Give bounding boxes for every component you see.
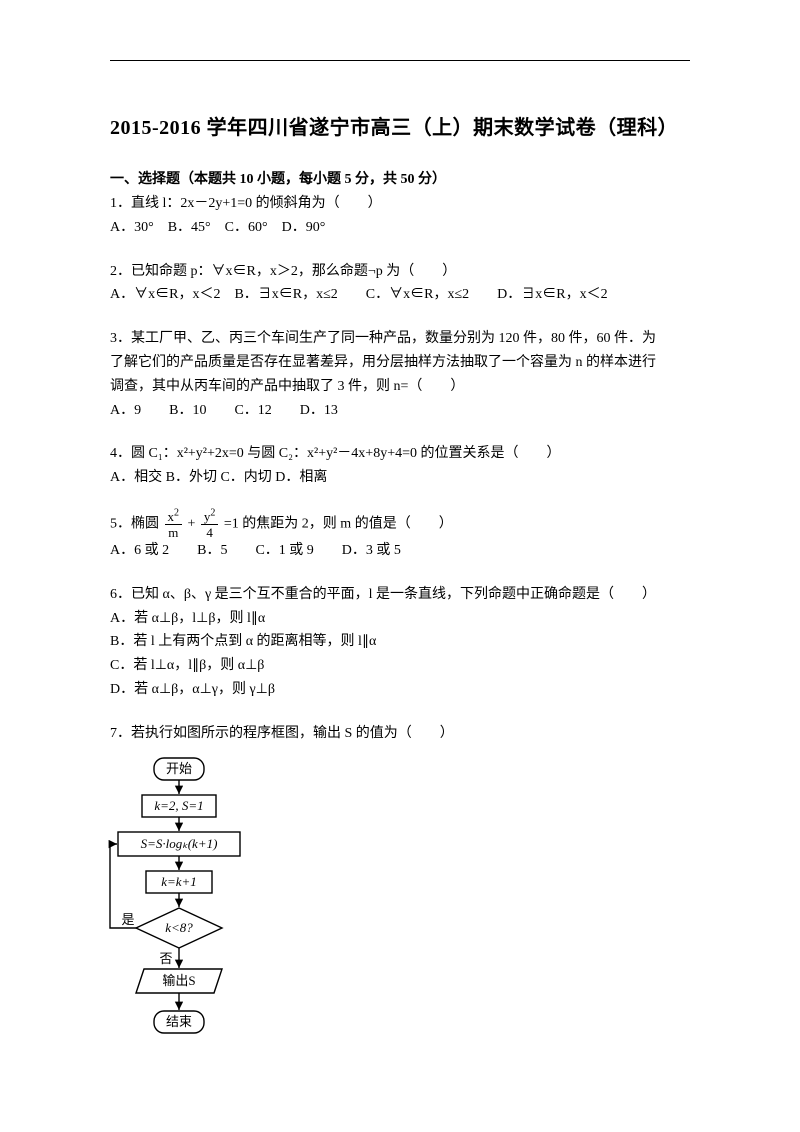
q6-b: B．若 l 上有两个点到 α 的距离相等，则 l∥α bbox=[110, 630, 690, 654]
fc-yes: 是 bbox=[121, 912, 134, 927]
question-6: 6．已知 α、β、γ 是三个互不重合的平面，l 是一条直线，下列命题中正确命题是… bbox=[110, 583, 690, 702]
q5-plus: + bbox=[188, 517, 196, 532]
fc-no: 否 bbox=[159, 951, 172, 966]
question-5: 5．椭圆 x2 m + y2 4 =1 的焦距为 2，则 m 的值是（ ） A．… bbox=[110, 510, 690, 563]
question-2: 2．已知命题 p：∀x∈R，x＞2，那么命题¬p 为（ ） A．∀x∈R，x＜2… bbox=[110, 260, 690, 308]
q5-stem: 5．椭圆 x2 m + y2 4 =1 的焦距为 2，则 m 的值是（ ） bbox=[110, 510, 690, 539]
fc-cond: k<8? bbox=[165, 920, 193, 935]
q2-options: A．∀x∈R，x＜2 B．∃x∈R，x≤2 C．∀x∈R，x≤2 D．∃x∈R，… bbox=[110, 283, 690, 307]
question-1: 1．直线 l：2x－2y+1=0 的倾斜角为（ ） A．30° B．45° C．… bbox=[110, 192, 690, 240]
top-rule bbox=[110, 60, 690, 61]
q2-stem: 2．已知命题 p：∀x∈R，x＞2，那么命题¬p 为（ ） bbox=[110, 260, 690, 284]
q5-frac2-num: y2 bbox=[201, 510, 219, 525]
q5-frac1: x2 m bbox=[165, 510, 183, 539]
fc-end: 结束 bbox=[166, 1014, 192, 1029]
q3-l1: 3．某工厂甲、乙、丙三个车间生产了同一种产品，数量分别为 120 件，80 件，… bbox=[110, 327, 690, 351]
q5-frac2-den: 4 bbox=[201, 525, 219, 539]
q7-stem: 7．若执行如图所示的程序框图，输出 S 的值为（ ） bbox=[110, 722, 690, 746]
q6-d: D．若 α⊥β，α⊥γ，则 γ⊥β bbox=[110, 678, 690, 702]
q5-frac2: y2 4 bbox=[201, 510, 219, 539]
question-4: 4．圆 C₁：x²+y²+2x=0 与圆 C₂：x²+y²－4x+8y+4=0 … bbox=[110, 442, 690, 490]
fc-output: 输出S bbox=[162, 973, 195, 988]
q3-options: A．9 B．10 C．12 D．13 bbox=[110, 399, 690, 423]
fc-init: k=2, S=1 bbox=[154, 798, 203, 813]
q5-suffix: =1 的焦距为 2，则 m 的值是（ ） bbox=[224, 517, 453, 532]
q1-stem: 1．直线 l：2x－2y+1=0 的倾斜角为（ ） bbox=[110, 192, 690, 216]
question-3: 3．某工厂甲、乙、丙三个车间生产了同一种产品，数量分别为 120 件，80 件，… bbox=[110, 327, 690, 422]
q4-stem: 4．圆 C₁：x²+y²+2x=0 与圆 C₂：x²+y²－4x+8y+4=0 … bbox=[110, 442, 690, 466]
q3-l2: 了解它们的产品质量是否存在显著差异，用分层抽样方法抽取了一个容量为 n 的样本进… bbox=[110, 351, 690, 375]
q4-options: A．相交 B．外切 C．内切 D．相离 bbox=[110, 466, 690, 490]
exam-title: 2015-2016 学年四川省遂宁市高三（上）期末数学试卷（理科） bbox=[110, 111, 690, 140]
fc-body: S=S·logₖ(k+1) bbox=[141, 836, 218, 851]
fc-inc: k=k+1 bbox=[161, 874, 197, 889]
q5-frac1-num: x2 bbox=[165, 510, 183, 525]
question-7: 7．若执行如图所示的程序框图，输出 S 的值为（ ） bbox=[110, 722, 690, 746]
q5-prefix: 5．椭圆 bbox=[110, 517, 159, 532]
fc-start: 开始 bbox=[166, 761, 192, 776]
q6-a: A．若 α⊥β，l⊥β，则 l∥α bbox=[110, 607, 690, 631]
page: 2015-2016 学年四川省遂宁市高三（上）期末数学试卷（理科） 一、选择题（… bbox=[0, 0, 800, 1129]
q1-options: A．30° B．45° C．60° D．90° bbox=[110, 216, 690, 240]
q5-options: A．6 或 2 B．5 C．1 或 9 D．3 或 5 bbox=[110, 539, 690, 563]
q6-c: C．若 l⊥α，l∥β，则 α⊥β bbox=[110, 654, 690, 678]
section-1-header: 一、选择题（本题共 10 小题，每小题 5 分，共 50 分） bbox=[110, 168, 690, 188]
q3-l3: 调查，其中从丙车间的产品中抽取了 3 件，则 n=（ ） bbox=[110, 375, 690, 399]
q6-stem: 6．已知 α、β、γ 是三个互不重合的平面，l 是一条直线，下列命题中正确命题是… bbox=[110, 583, 690, 607]
q5-frac1-den: m bbox=[165, 525, 183, 539]
flowchart: 开始 k=2, S=1 S=S·logₖ(k+1) k=k+1 k<8? 是 bbox=[104, 754, 690, 1089]
flowchart-svg: 开始 k=2, S=1 S=S·logₖ(k+1) k=k+1 k<8? 是 bbox=[104, 754, 274, 1084]
